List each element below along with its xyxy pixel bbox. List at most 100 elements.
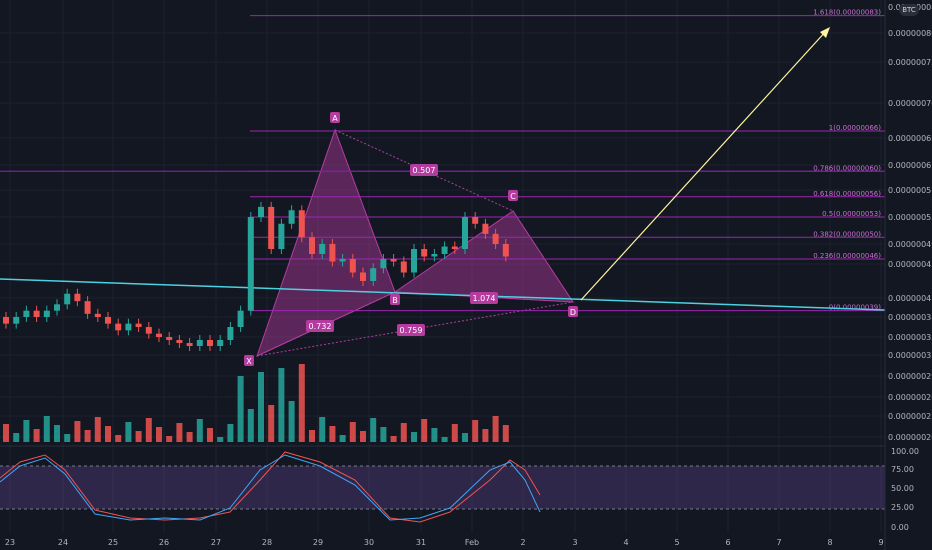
volume-bar: [33, 429, 40, 442]
volume-bar: [370, 418, 377, 442]
candle-body: [492, 233, 499, 244]
volume-bar: [441, 437, 448, 442]
candle-body: [451, 246, 458, 249]
price-axis[interactable]: 0.0000000850.000000800.000000750.0000007…: [884, 0, 932, 550]
candle-body: [288, 210, 295, 224]
volume-bar: [64, 434, 71, 442]
time-tick-label: 30: [364, 538, 374, 547]
candle-body: [237, 310, 244, 327]
volume-bar: [339, 435, 346, 442]
candle-body: [329, 244, 336, 262]
time-tick-label: 7: [776, 538, 781, 547]
candle-body: [84, 301, 91, 314]
candle-body: [125, 323, 132, 331]
volume-bar: [472, 420, 479, 442]
point-label-bg-b: [390, 294, 400, 305]
candle-body: [431, 254, 438, 257]
volume-bar: [3, 424, 9, 442]
candle-body: [472, 217, 479, 224]
volume-bar: [13, 433, 20, 442]
candle-body: [115, 323, 122, 331]
price-tick-label: 0.00000070: [888, 99, 932, 108]
candle-body: [207, 340, 213, 346]
candle-body: [462, 217, 468, 249]
volume-bar: [390, 436, 397, 442]
price-tick-label: 0.00000061: [888, 161, 932, 170]
time-tick-label: 8: [827, 538, 832, 547]
price-tick-label: 0.00000045: [888, 260, 932, 269]
volume-bar: [43, 416, 50, 442]
volume-bar: [217, 437, 224, 442]
volume-bar: [309, 430, 315, 442]
volume-bar: [288, 401, 295, 442]
candle-body: [23, 310, 30, 317]
fib-level-label: 0(0.00000039): [829, 304, 881, 312]
volume-bar: [94, 417, 101, 442]
volume-bar: [278, 368, 285, 442]
price-tick-label: 0.00000032: [888, 351, 932, 360]
candle-body: [74, 293, 81, 302]
candle-body: [309, 237, 315, 254]
time-tick-label: Feb: [465, 538, 479, 547]
candle-body: [360, 272, 366, 281]
volume-bar: [380, 427, 387, 442]
candle-body: [227, 327, 234, 340]
volume-bar: [115, 435, 122, 442]
point-label-bg-c: [508, 190, 518, 201]
candle-body: [186, 343, 193, 346]
volume-bar: [23, 420, 30, 442]
time-tick-label: 2: [520, 538, 525, 547]
candle-body: [268, 206, 275, 249]
time-tick-label: 29: [313, 538, 323, 547]
fib-level-label: 0.236(0.00000046): [813, 252, 881, 260]
price-tick-label: 0.00000053: [888, 213, 932, 222]
volume-bar: [135, 431, 142, 442]
time-axis[interactable]: 23 24 25 26 27 28 29 30 31 Feb 2 3 4 5 6 7 8 9: [5, 538, 884, 547]
support-trendline: [0, 278, 886, 311]
candle-body: [13, 317, 20, 324]
volume-bar: [492, 416, 499, 442]
candle-body: [349, 259, 356, 273]
candle-body: [400, 261, 407, 273]
price-tick-label: 0.00000038: [888, 313, 932, 322]
fib-level-label: 0.786(0.00000060): [813, 164, 881, 172]
osc-tick-label: 50.00: [891, 484, 914, 493]
osc-tick-label: 25.00: [891, 503, 914, 512]
candle-body: [33, 310, 40, 317]
time-tick-label: 3: [572, 538, 577, 547]
ratio-label-bg: [410, 164, 438, 176]
time-tick-label: 25: [108, 538, 118, 547]
projection-arrow-line: [580, 29, 828, 301]
fib-level-label: 1(0.00000066): [829, 124, 881, 132]
candle-body: [298, 210, 305, 238]
volume-bar: [196, 419, 203, 442]
candle-body: [156, 333, 162, 337]
candle-body: [441, 246, 448, 254]
price-tick-label: 0.00000020: [888, 433, 932, 442]
time-tick-label: 9: [878, 538, 883, 547]
symbol-badge[interactable]: BTC: [899, 4, 919, 16]
price-tick-label: 0.00000029: [888, 372, 932, 381]
candle-body: [380, 259, 387, 269]
price-tick-label: 0.00000080: [888, 29, 932, 38]
fib-level-label: 0.5(0.00000053): [822, 210, 881, 218]
ratio-label-bg: [306, 320, 334, 332]
volume-bar: [298, 364, 305, 442]
volume-bar: [166, 436, 173, 442]
candle-body: [145, 327, 152, 334]
volume-bar: [431, 428, 438, 442]
price-tick-label: 0.00000023: [888, 412, 932, 421]
candle-body: [278, 223, 285, 249]
ratio-label: 0.507: [413, 166, 436, 175]
volume-bar: [258, 372, 264, 442]
volume-bar: [125, 422, 132, 442]
volume-bar: [186, 432, 193, 442]
volume-bar: [156, 427, 162, 442]
point-label-bg-d: [568, 306, 578, 317]
volume-bar: [482, 429, 489, 442]
candle-body: [3, 317, 9, 324]
volume-bar: [451, 424, 458, 442]
stoch-rsi-pane: [0, 451, 885, 523]
price-axis-bg: [885, 0, 932, 550]
